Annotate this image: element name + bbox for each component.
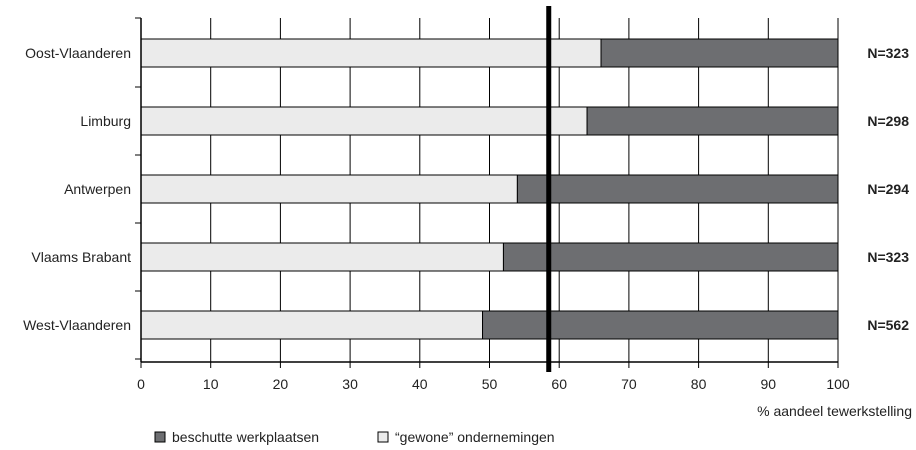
x-tick-label: 70 [621,376,637,392]
bar-segment-gewone [140,242,504,272]
legend-swatch [377,431,389,443]
x-tick-labels: 0 10 20 30 40 50 60 70 80 90 100 [137,376,850,392]
x-tick-label: 80 [691,376,707,392]
x-tick-label: 50 [482,376,498,392]
legend-swatch [154,431,166,443]
x-tick-label: 60 [551,376,567,392]
x-tick-label: 90 [761,376,777,392]
n-label: N=298 [867,113,909,129]
bar-segment-beschutte [502,242,839,272]
x-tick-label: 100 [826,376,850,392]
category-labels: Oost-Vlaanderen Limburg Antwerpen Vlaams Br… [23,45,131,333]
n-label: N=562 [867,317,909,333]
axes [135,17,839,368]
n-label: N=294 [867,181,909,197]
category-label: Vlaams Brabant [31,249,131,265]
x-tick-label: 10 [203,376,219,392]
category-label: Oost-Vlaanderen [25,45,131,61]
x-tick-label: 30 [342,376,358,392]
x-tick-label: 0 [137,376,145,392]
x-tick-label: 20 [273,376,289,392]
bar-segment-gewone [140,310,484,340]
legend: beschutte werkplaatsen “gewone” ondernemi… [154,429,555,445]
legend-label: beschutte werkplaatsen [172,429,319,445]
n-label: N=323 [867,249,909,265]
bar-segment-gewone [140,106,588,136]
bar-segment-beschutte [482,310,839,340]
category-label: Antwerpen [64,181,131,197]
category-label: Limburg [80,113,131,129]
bar-segment-beschutte [600,38,839,68]
n-label: N=323 [867,45,909,61]
bar-segment-beschutte [586,106,839,136]
bar-segment-beschutte [516,174,839,204]
x-tick-label: 40 [412,376,428,392]
n-labels: N=323 N=298 N=294 N=323 N=562 [867,45,909,333]
bar-segment-gewone [140,174,518,204]
x-axis-label: % aandeel tewerkstelling [757,403,912,419]
legend-label: “gewone” ondernemingen [395,429,555,445]
category-label: West-Vlaanderen [23,317,131,333]
bar-segment-gewone [140,38,602,68]
